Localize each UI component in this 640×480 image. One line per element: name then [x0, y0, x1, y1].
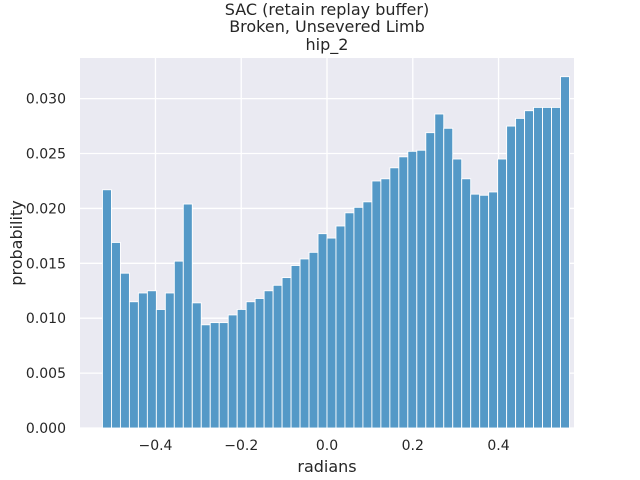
bar: [308, 251, 319, 429]
bar: [164, 292, 175, 429]
bar: [111, 242, 121, 429]
bar: [182, 203, 193, 429]
bar: [344, 212, 355, 429]
bar: [353, 206, 364, 429]
bar: [146, 290, 157, 429]
x-tick-label: 0.2: [402, 438, 424, 454]
bar: [227, 314, 238, 429]
bar: [299, 258, 310, 429]
bar: [371, 180, 382, 429]
x-tick-label: −0.4: [138, 438, 172, 454]
bar: [290, 265, 301, 429]
bar: [155, 308, 166, 429]
chart-title-line-1: SAC (retain replay buffer): [225, 0, 429, 19]
bar: [389, 167, 400, 429]
bar: [488, 191, 499, 429]
bar: [434, 113, 445, 429]
y-tick-label: 0.020: [26, 201, 66, 217]
bar: [272, 284, 283, 429]
y-tick-labels: 0.000 0.005 0.010 0.015 0.020 0.025 0.030: [26, 92, 66, 437]
bar: [173, 260, 184, 429]
y-axis-label: probability: [7, 200, 26, 285]
bar: [497, 158, 508, 429]
y-tick-label: 0.010: [26, 311, 66, 327]
x-tick-labels: −0.4 −0.2 0.0 0.2 0.4: [138, 438, 509, 454]
bar: [326, 237, 337, 429]
bar: [263, 290, 274, 429]
bar: [128, 301, 139, 429]
bar: [506, 125, 517, 429]
bar: [551, 106, 561, 429]
bar: [200, 324, 211, 429]
bar: [236, 308, 247, 429]
bar: [524, 110, 535, 429]
bar: [335, 225, 346, 429]
bar: [452, 158, 463, 429]
x-axis-label: radians: [297, 457, 356, 476]
bar: [191, 302, 202, 429]
bar: [416, 149, 427, 429]
bar: [533, 106, 543, 429]
bar: [461, 178, 472, 429]
x-tick-label: 0.0: [316, 438, 338, 454]
bar: [209, 322, 220, 429]
bar: [515, 117, 526, 429]
bar: [479, 194, 490, 429]
bar: [362, 201, 373, 429]
bar: [560, 76, 570, 429]
y-tick-label: 0.000: [26, 421, 66, 437]
bar: [398, 156, 409, 429]
bar: [102, 189, 112, 429]
bar: [425, 132, 436, 429]
bar: [245, 301, 256, 429]
y-tick-label: 0.025: [26, 147, 66, 163]
bar: [218, 322, 229, 429]
bar: [407, 150, 418, 429]
chart-title-line-3: hip_2: [306, 35, 349, 55]
y-tick-label: 0.015: [26, 256, 66, 272]
chart-title-line-2: Broken, Unsevered Limb: [229, 17, 425, 36]
bar: [443, 127, 454, 429]
bar: [254, 297, 265, 429]
x-tick-label: −0.2: [224, 438, 258, 454]
bars: [102, 76, 570, 429]
bar: [470, 193, 481, 429]
bar: [380, 178, 391, 429]
bar: [542, 106, 552, 429]
bar: [317, 233, 328, 429]
x-tick-label: 0.4: [487, 438, 509, 454]
y-tick-label: 0.005: [26, 366, 66, 382]
bar: [281, 277, 292, 429]
y-tick-label: 0.030: [26, 92, 66, 108]
bar: [119, 272, 130, 429]
bar: [137, 292, 148, 429]
